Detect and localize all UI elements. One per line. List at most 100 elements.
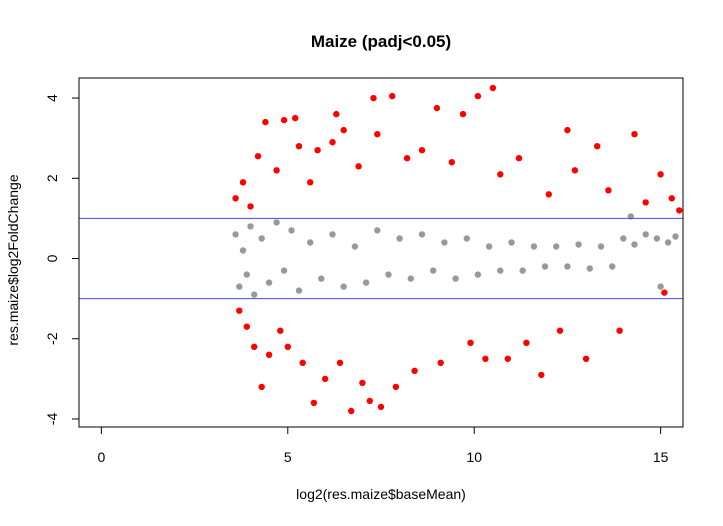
data-point [273, 219, 280, 226]
data-point [497, 267, 504, 274]
data-point [430, 267, 437, 274]
data-point [273, 167, 280, 174]
data-point [355, 163, 362, 170]
data-point [586, 265, 593, 272]
data-point [672, 233, 679, 240]
data-point [441, 239, 448, 246]
data-point [385, 271, 392, 278]
x-tick-label: 10 [466, 449, 482, 465]
data-point [515, 155, 523, 162]
data-point [556, 327, 564, 334]
data-point [605, 187, 612, 194]
data-point [362, 279, 370, 286]
data-point [392, 383, 400, 391]
data-point [366, 397, 373, 405]
plot-frame [78, 77, 684, 428]
data-point [374, 131, 381, 138]
data-point [321, 375, 329, 383]
data-point [653, 235, 661, 242]
data-point [482, 355, 489, 362]
data-point [418, 147, 426, 154]
data-point [657, 171, 664, 178]
data-point [530, 243, 538, 250]
data-point [553, 243, 560, 250]
data-point [277, 327, 284, 334]
y-axis: -4 -2 0 2 4 [44, 94, 80, 426]
data-point [497, 171, 504, 178]
data-point [236, 283, 243, 290]
data-point [329, 139, 336, 146]
data-point [336, 359, 344, 366]
data-point [307, 179, 314, 186]
data-point [571, 167, 579, 174]
data-point [597, 243, 605, 250]
data-point [329, 231, 336, 238]
data-point [348, 407, 355, 415]
data-point [258, 383, 265, 391]
data-point [523, 339, 530, 346]
data-point [575, 241, 582, 248]
data-point [265, 351, 273, 358]
y-axis-label: res.maize$log2FoldChange [5, 174, 21, 345]
y-tick-label: -4 [44, 413, 60, 426]
data-point [251, 343, 258, 350]
data-point [389, 92, 396, 100]
data-point [295, 143, 303, 150]
data-point [340, 283, 347, 290]
data-point [351, 243, 359, 250]
data-point [474, 92, 482, 100]
y-tick-label: -2 [44, 332, 60, 345]
points-layer [232, 84, 683, 415]
data-point [676, 207, 683, 214]
y-tick-label: 0 [44, 254, 60, 262]
x-axis: 0 5 10 15 [97, 426, 669, 465]
data-point [519, 267, 526, 274]
data-point [564, 126, 571, 134]
data-point [448, 159, 455, 166]
data-point [374, 227, 381, 234]
series-not_significant [232, 213, 679, 298]
data-point [236, 307, 243, 314]
data-point [377, 403, 385, 411]
data-point [340, 126, 347, 134]
data-point [467, 339, 474, 346]
data-point [280, 267, 288, 274]
data-point [616, 327, 623, 334]
data-point [299, 359, 306, 366]
data-point [265, 279, 273, 286]
data-point [251, 291, 258, 298]
data-point [564, 263, 571, 270]
data-point [232, 231, 239, 238]
data-point [538, 371, 545, 379]
data-point [642, 231, 649, 238]
data-point [359, 379, 366, 387]
data-point [247, 223, 254, 230]
data-point [508, 239, 515, 246]
data-point [280, 116, 288, 124]
data-point [459, 110, 467, 118]
y-tick-label: 2 [44, 174, 60, 182]
x-tick-label: 5 [284, 449, 292, 465]
data-point [631, 241, 638, 248]
data-point [631, 131, 638, 138]
reference-lines [79, 217, 683, 300]
data-point [463, 235, 470, 242]
data-point [407, 275, 414, 282]
x-tick-label: 0 [97, 449, 105, 465]
data-point [489, 84, 497, 92]
data-point [396, 235, 403, 242]
data-point [609, 263, 616, 270]
data-point [452, 275, 459, 282]
data-point [295, 287, 303, 294]
data-point [254, 153, 262, 160]
data-point [418, 231, 426, 238]
data-point [657, 283, 664, 290]
data-point [288, 227, 295, 234]
data-point [239, 179, 247, 186]
data-point [664, 239, 672, 246]
data-point [668, 195, 675, 202]
data-point [504, 355, 511, 362]
data-point [243, 271, 250, 278]
chart-title: Maize (padj<0.05) [311, 32, 451, 51]
